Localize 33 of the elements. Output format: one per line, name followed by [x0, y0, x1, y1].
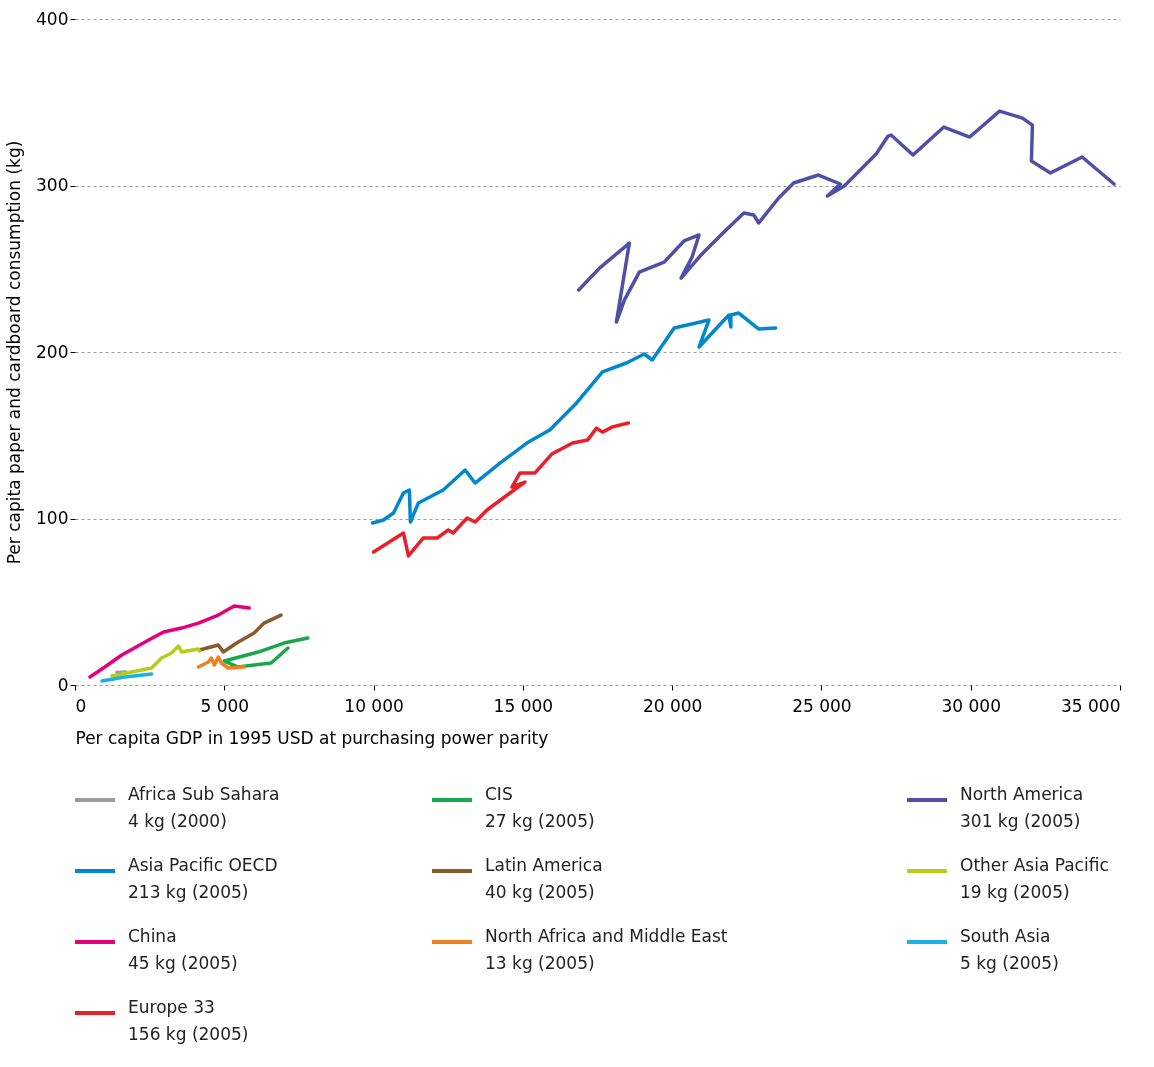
x-tick-label: 10 000 [344, 695, 404, 716]
y-tick-label: 100 [36, 508, 69, 528]
x-tick-label: 25 000 [792, 695, 852, 716]
y-axis-title: Per capita paper and cardboard consumption (kg) [4, 140, 25, 565]
line-series [371, 421, 631, 558]
line-series [222, 636, 310, 669]
legend-label: North Africa and Middle East 13 kg (2005) [485, 926, 728, 973]
y-tick-label: 300 [36, 175, 69, 195]
legend-label: North America 301 kg (2005) [960, 784, 1084, 831]
line-series [370, 311, 778, 525]
line-series [197, 613, 283, 654]
x-tick-label: 20 000 [642, 695, 703, 716]
line-series [88, 604, 251, 679]
legend-label: China 45 kg (2005) [128, 926, 238, 973]
legend-label: South Asia 5 kg (2005) [960, 926, 1059, 973]
legend-label: Africa Sub Sahara 4 kg (2000) [128, 784, 280, 831]
legend-label: Other Asia Pacific 19 kg (2005) [960, 855, 1109, 902]
legend-label: CIS 27 kg (2005) [485, 784, 595, 831]
x-axis-title: Per capita GDP in 1995 USD at purchasing power parity [75, 727, 549, 748]
x-tick-label: 15 000 [493, 695, 554, 716]
line-series [576, 109, 1116, 324]
line-series [110, 644, 202, 678]
legend-label: Europe 33 156 kg (2005) [128, 997, 249, 1044]
line-series [196, 655, 246, 670]
x-tick-label: 35 000 [1061, 695, 1121, 716]
y-tick-label: 0 [57, 674, 69, 695]
legend-label: Asia Pacific OECD 213 kg (2005) [128, 855, 278, 902]
y-tick-label: 200 [36, 341, 69, 362]
x-tick-label: 30 000 [941, 695, 1001, 716]
x-tick-label: 0 [75, 695, 87, 716]
x-tick-label: 5 000 [200, 695, 250, 716]
y-tick-label: 400 [36, 8, 69, 29]
legend-label: Latin America 40 kg (2005) [485, 855, 603, 902]
